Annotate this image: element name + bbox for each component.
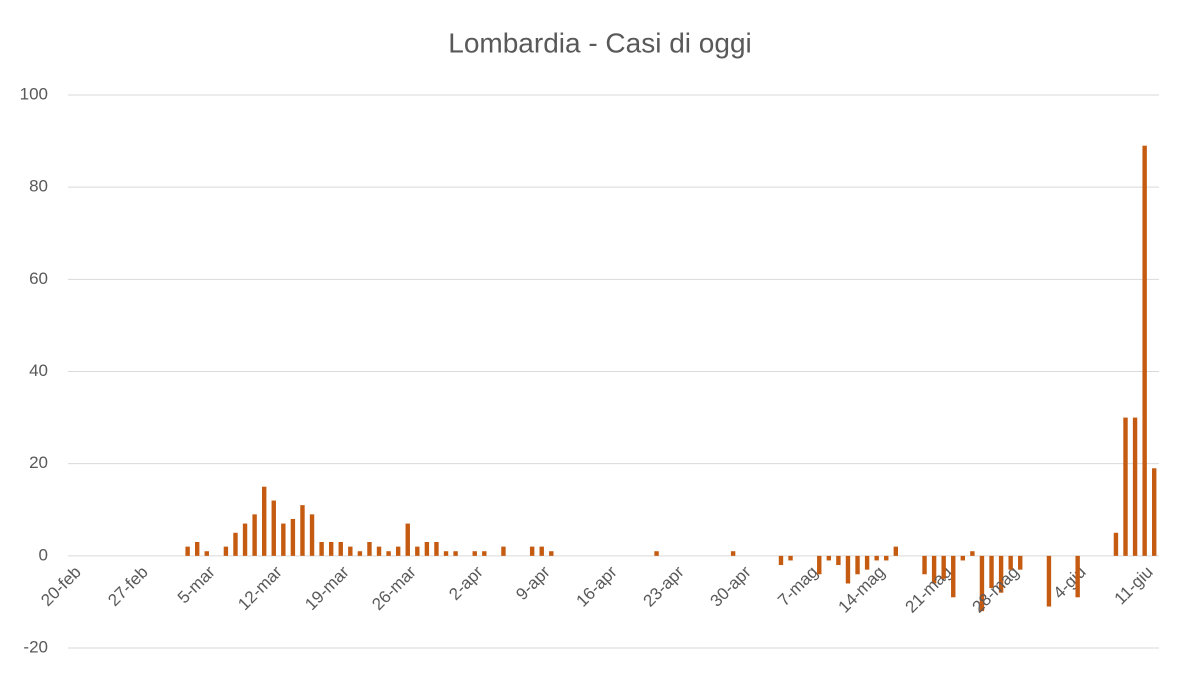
bar <box>960 555 966 561</box>
bar <box>979 555 985 612</box>
bar <box>223 546 229 556</box>
bar <box>395 546 401 556</box>
bar <box>1123 417 1128 556</box>
bar <box>185 546 190 556</box>
bar <box>941 555 946 579</box>
bar <box>233 532 238 556</box>
bar <box>472 551 477 556</box>
bar <box>319 542 324 556</box>
bar <box>290 518 296 556</box>
bar <box>730 551 736 556</box>
bar <box>778 555 784 566</box>
bar <box>529 546 535 556</box>
bar <box>970 551 975 556</box>
bar <box>654 551 659 556</box>
bar <box>309 514 315 556</box>
y-tick-label: 80 <box>29 177 48 196</box>
bar <box>367 542 372 556</box>
bar <box>252 514 257 556</box>
bar <box>434 542 439 556</box>
bar <box>376 546 382 556</box>
bar <box>501 546 506 556</box>
bar <box>271 500 276 556</box>
chart-title: Lombardia - Casi di oggi <box>448 27 752 58</box>
bar <box>405 523 410 556</box>
bar <box>281 523 286 556</box>
bar <box>922 555 927 575</box>
bar <box>338 542 343 556</box>
bar <box>204 551 209 556</box>
bar <box>348 546 353 556</box>
bar <box>788 555 793 561</box>
bar <box>1142 145 1147 556</box>
bar <box>261 486 267 556</box>
bar <box>855 555 860 575</box>
bar <box>1113 532 1119 556</box>
y-tick-label: 20 <box>29 453 48 472</box>
bar <box>998 555 1004 593</box>
bar <box>539 546 544 556</box>
bar <box>242 523 248 556</box>
bar <box>1018 555 1023 570</box>
y-tick-label: 100 <box>20 84 48 103</box>
bar <box>386 551 391 556</box>
bar <box>951 555 956 598</box>
y-tick-label: -20 <box>23 637 48 656</box>
bar <box>300 505 305 556</box>
bar <box>836 555 841 566</box>
bar <box>1075 555 1080 598</box>
bar <box>443 551 449 556</box>
bar <box>453 551 458 556</box>
bar <box>874 555 879 561</box>
bar <box>989 555 994 589</box>
bar <box>817 555 822 575</box>
bar <box>845 555 851 584</box>
y-tick-label: 40 <box>29 361 48 380</box>
bar <box>482 551 487 556</box>
y-tick-label: 60 <box>29 269 48 288</box>
bar <box>1132 417 1138 556</box>
bar <box>415 546 420 556</box>
bar <box>194 542 200 556</box>
bar <box>826 555 832 561</box>
bar <box>357 551 363 556</box>
bar <box>1046 555 1052 607</box>
bar <box>864 555 870 570</box>
bar <box>1152 468 1157 556</box>
bar <box>893 546 899 556</box>
bar <box>1008 555 1013 570</box>
bar <box>931 555 937 584</box>
y-tick-label: 0 <box>39 545 48 564</box>
bar <box>549 551 554 556</box>
bar <box>424 542 430 556</box>
bar <box>884 555 889 561</box>
bar <box>328 542 334 556</box>
